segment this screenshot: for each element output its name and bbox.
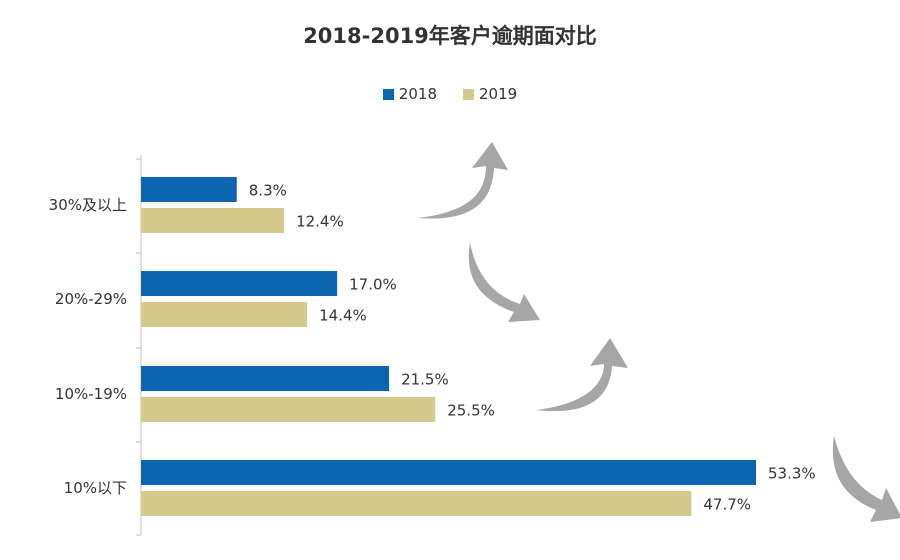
bar-2018-cat-2	[141, 366, 390, 391]
legend-label-2018: 2018	[398, 85, 437, 103]
category-label-cat-1: 20%-29%	[55, 290, 127, 308]
data-label-2019-cat-3: 47.7%	[703, 496, 751, 514]
category-label-cat-3: 10%以下	[64, 479, 127, 497]
category-label-cat-2: 10%-19%	[55, 385, 127, 403]
bar-2019-cat-3	[141, 491, 692, 516]
bar-2019-cat-0	[141, 208, 285, 233]
legend-label-2019: 2019	[479, 85, 518, 103]
legend-swatch-2018	[382, 88, 394, 100]
legend: 2018 2019	[0, 85, 900, 103]
legend-item-2018: 2018	[382, 85, 437, 103]
bar-2019-cat-1	[141, 302, 308, 327]
data-label-2018-cat-3: 53.3%	[768, 465, 816, 483]
data-label-2018-cat-0: 8.3%	[249, 182, 287, 200]
data-label-2019-cat-1: 14.4%	[319, 307, 367, 325]
trend-arrow-up-icon	[418, 142, 508, 219]
bar-2019-cat-2	[141, 397, 436, 422]
trend-arrow-down-icon	[468, 243, 540, 322]
bar-2018-cat-0	[141, 177, 237, 202]
legend-swatch-2019	[463, 88, 474, 100]
data-label-2019-cat-0: 12.4%	[296, 213, 344, 231]
data-label-2018-cat-2: 21.5%	[401, 371, 449, 389]
chart-title: 2018-2019年客户逾期面对比	[303, 24, 597, 48]
legend-item-2019: 2019	[463, 85, 517, 103]
data-label-2019-cat-2: 25.5%	[447, 402, 495, 420]
trend-arrow-up-icon	[536, 338, 628, 412]
bar-2018-cat-1	[141, 271, 338, 296]
trend-arrow-down-icon	[832, 436, 900, 522]
data-label-2018-cat-1: 17.0%	[349, 276, 397, 294]
bar-2018-cat-3	[141, 460, 756, 485]
category-label-cat-0: 30%及以上	[49, 196, 127, 214]
